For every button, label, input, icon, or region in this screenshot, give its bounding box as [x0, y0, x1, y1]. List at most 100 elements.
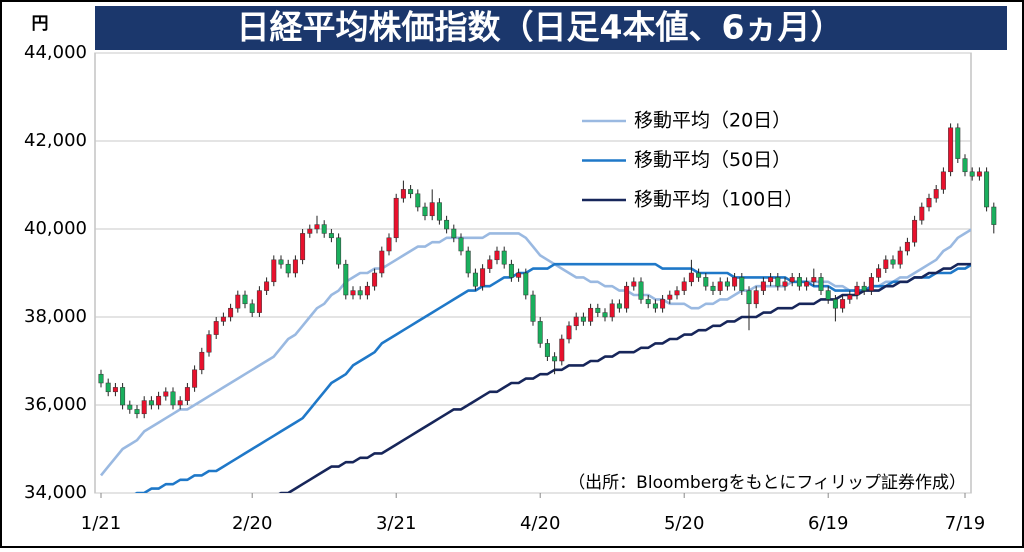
- candle-body: [645, 299, 651, 305]
- candle-body: [494, 250, 500, 261]
- candle-body: [760, 281, 766, 291]
- candles: [98, 123, 997, 419]
- candle-body: [321, 224, 327, 234]
- candle-body: [242, 294, 248, 305]
- candle-body: [962, 158, 968, 173]
- candle-body: [861, 285, 867, 291]
- candle-body: [868, 277, 874, 291]
- candle-body: [336, 237, 342, 265]
- candle-body: [746, 290, 752, 305]
- ma-line: [278, 262, 971, 493]
- candle-body: [444, 219, 450, 230]
- candle-body: [566, 325, 572, 340]
- candle-body: [163, 391, 169, 397]
- candle-body: [616, 303, 622, 309]
- candle-body: [350, 290, 356, 296]
- x-tick-label: 5/20: [664, 513, 704, 534]
- candle-body: [724, 281, 730, 287]
- candle-body: [170, 391, 176, 406]
- candle-body: [292, 259, 298, 274]
- candle-body: [739, 277, 745, 291]
- candle-body: [876, 268, 882, 278]
- candle-body: [573, 316, 579, 327]
- candle-body: [631, 281, 637, 287]
- candle-body: [544, 343, 550, 357]
- candle-body: [768, 277, 774, 283]
- candle-body: [904, 241, 910, 252]
- legend-label: 移動平均（100日）: [634, 189, 803, 211]
- y-tick-label: 42,000: [24, 130, 87, 151]
- legend: 移動平均（20日） 移動平均（50日） 移動平均（100日）: [582, 110, 803, 211]
- ma-line: [134, 262, 971, 493]
- candle-body: [732, 277, 738, 287]
- candle-body: [847, 294, 853, 300]
- chart-title: 日経平均株価指数（日足4本値、6ヵ月）: [237, 8, 844, 47]
- candle-body: [436, 202, 442, 221]
- candle-body: [969, 171, 975, 177]
- candle-body: [343, 263, 349, 296]
- y-tick-label: 34,000: [24, 482, 87, 503]
- candle-body: [775, 277, 781, 287]
- candle-body: [660, 299, 666, 309]
- candle-body: [120, 387, 126, 406]
- candle-body: [314, 224, 320, 230]
- candle-body: [206, 334, 212, 353]
- y-tick-label: 38,000: [24, 306, 87, 327]
- candle-body: [465, 250, 471, 274]
- candle-body: [984, 171, 990, 208]
- candle-body: [156, 395, 162, 406]
- candle-body: [379, 250, 385, 274]
- candle-body: [580, 316, 586, 322]
- ma-lines: [99, 228, 971, 493]
- x-tick-label: 4/20: [520, 513, 560, 534]
- candle-body: [134, 409, 140, 415]
- grid: 34,000 36,000 38,000 40,000 42,000 44,000 1/21…: [24, 42, 985, 534]
- candle-body: [480, 268, 486, 287]
- x-tick-label: 3/21: [376, 513, 416, 534]
- candle-body: [818, 277, 824, 291]
- candle-body: [530, 294, 536, 322]
- x-tick-label: 2/20: [232, 513, 272, 534]
- candle-body: [451, 228, 457, 239]
- candle-body: [652, 303, 658, 309]
- candle-body: [300, 233, 306, 261]
- candle-body: [782, 281, 788, 287]
- candle-body: [948, 127, 954, 173]
- candle-body: [98, 373, 104, 384]
- candle-body: [523, 272, 529, 296]
- candle-body: [537, 321, 543, 344]
- candle-body: [501, 250, 507, 265]
- candle-body: [357, 290, 363, 296]
- candle-body: [192, 369, 198, 388]
- candle-body: [602, 312, 608, 318]
- candle-body: [364, 285, 370, 296]
- candle-body: [696, 272, 702, 278]
- legend-label: 移動平均（20日）: [634, 110, 791, 132]
- candle-body: [840, 299, 846, 309]
- candle-body: [386, 237, 392, 252]
- y-unit: 円: [32, 14, 49, 34]
- candle-body: [624, 285, 630, 309]
- candle-body: [811, 277, 817, 283]
- candle-body: [883, 259, 889, 269]
- candle-body: [667, 294, 673, 300]
- legend-label: 移動平均（50日）: [634, 149, 791, 171]
- candle-body: [912, 219, 918, 243]
- x-tick-label: 7/19: [945, 513, 985, 534]
- candle-body: [400, 189, 406, 199]
- candle-body: [278, 259, 284, 265]
- candle-body: [220, 316, 226, 322]
- candle-body: [249, 303, 255, 313]
- candle-body: [458, 237, 464, 252]
- candle-body: [177, 400, 183, 406]
- candle-body: [753, 290, 759, 305]
- candle-body: [141, 400, 147, 415]
- candle-body: [235, 294, 241, 309]
- candle-body: [832, 299, 838, 309]
- candle-body: [789, 277, 795, 283]
- candle-body: [127, 404, 133, 410]
- candle-body: [588, 307, 594, 322]
- candle-body: [710, 285, 716, 291]
